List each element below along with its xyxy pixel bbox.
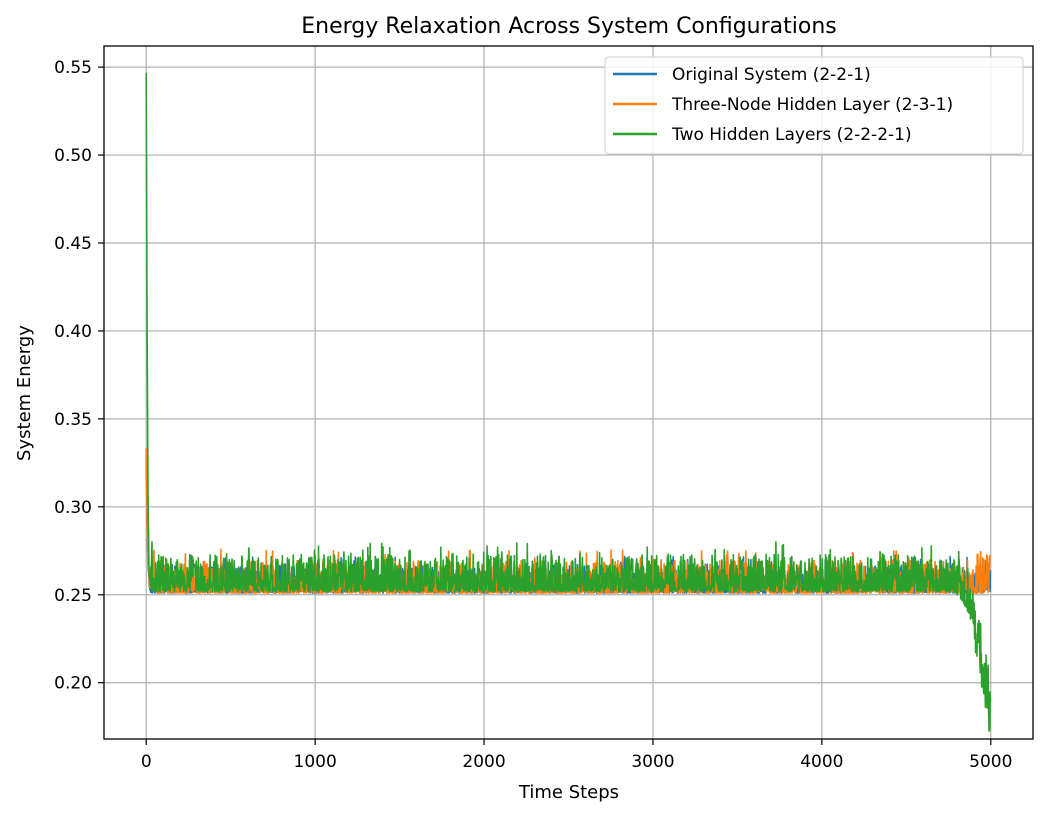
y-axis-label: System Energy — [14, 325, 35, 461]
y-tick-label: 0.20 — [54, 674, 92, 694]
legend-box — [604, 56, 1024, 155]
legend-label-original-system: Original System (2-2-1) — [672, 65, 871, 85]
y-tick-label: 0.25 — [54, 586, 92, 606]
series-layer — [145, 72, 992, 732]
plot-area-frame — [103, 45, 1034, 740]
y-tick-label: 0.35 — [54, 410, 92, 430]
x-axis-ticks: 0 1000 2000 3000 4000 5000 — [141, 739, 1012, 772]
y-axis-ticks: 0.20 0.25 0.30 0.35 0.40 0.45 0.50 0.55 — [54, 58, 104, 694]
y-tick-label: 0.50 — [54, 146, 92, 166]
legend: Original System (2-2-1) Three-Node Hidde… — [604, 56, 1024, 155]
x-tick-label: 4000 — [800, 752, 843, 772]
x-tick-label: 1000 — [294, 752, 337, 772]
x-axis-label: Time Steps — [518, 782, 619, 803]
x-tick-label: 0 — [141, 752, 152, 772]
x-tick-label: 2000 — [462, 752, 505, 772]
y-tick-label: 0.55 — [54, 58, 92, 78]
legend-label-two-hidden-layers: Two Hidden Layers (2-2-2-1) — [671, 125, 912, 145]
legend-label-three-node-hidden-layer: Three-Node Hidden Layer (2-3-1) — [671, 95, 953, 115]
y-tick-label: 0.40 — [54, 322, 92, 342]
x-tick-label: 3000 — [631, 752, 674, 772]
y-tick-label: 0.45 — [54, 234, 92, 254]
grid-lines — [104, 46, 1033, 739]
x-tick-label: 5000 — [969, 752, 1012, 772]
y-tick-label: 0.30 — [54, 498, 92, 518]
chart-title: Energy Relaxation Across System Configur… — [301, 14, 836, 39]
series-line-two-hidden-layers — [145, 72, 992, 732]
